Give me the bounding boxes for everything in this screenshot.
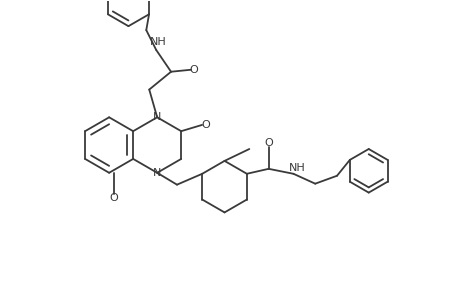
Text: O: O <box>109 193 118 202</box>
Text: N: N <box>153 112 161 122</box>
Text: NH: NH <box>288 163 305 173</box>
Text: NH: NH <box>150 37 166 47</box>
Text: O: O <box>201 120 210 130</box>
Text: O: O <box>189 65 198 75</box>
Text: O: O <box>264 138 273 148</box>
Text: N: N <box>153 168 161 178</box>
